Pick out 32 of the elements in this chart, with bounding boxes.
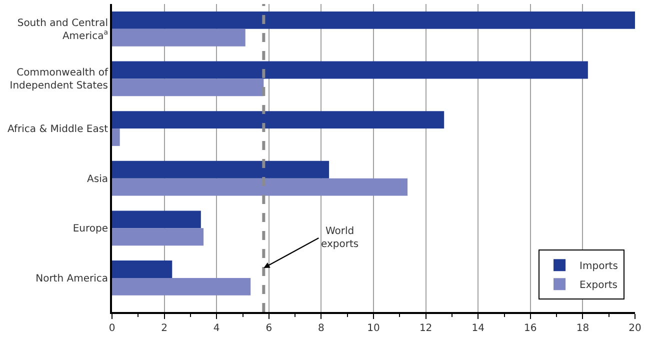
x-tick-label: 18 xyxy=(576,323,590,334)
bar xyxy=(112,210,201,228)
y-tick-label: Asia xyxy=(87,174,108,185)
bar xyxy=(112,178,408,196)
y-tick-label: North America xyxy=(36,273,108,284)
ref-line-label: World exports xyxy=(321,226,359,250)
bar xyxy=(112,160,330,178)
bar xyxy=(112,61,588,79)
bar xyxy=(112,128,120,146)
bar xyxy=(112,28,246,46)
legend-label: Exports xyxy=(580,280,618,292)
x-tick-label: 0 xyxy=(108,323,116,334)
bar xyxy=(112,11,635,29)
x-tick-label: 20 xyxy=(628,323,642,334)
y-tick-label: Commonwealth of Independent States xyxy=(10,68,108,92)
x-tick-label: 4 xyxy=(213,323,220,334)
x-tick-label: 8 xyxy=(318,323,324,334)
x-tick-label: 2 xyxy=(161,323,168,334)
bar xyxy=(112,228,204,246)
y-tick-label: Europe xyxy=(72,224,108,235)
bar xyxy=(112,111,444,129)
bar xyxy=(112,260,172,278)
x-tick-label: 12 xyxy=(419,323,432,334)
bar xyxy=(112,78,264,96)
y-tick-label: South and Central America$^{a}$ xyxy=(17,18,108,42)
x-tick-label: 14 xyxy=(472,323,484,334)
y-tick-label: Africa & Middle East xyxy=(8,124,108,136)
legend-label: Imports xyxy=(580,261,618,272)
x-tick-label: 6 xyxy=(266,323,272,334)
bar xyxy=(112,278,251,296)
x-tick-label: 16 xyxy=(524,323,537,334)
x-tick-label: 10 xyxy=(367,323,380,334)
